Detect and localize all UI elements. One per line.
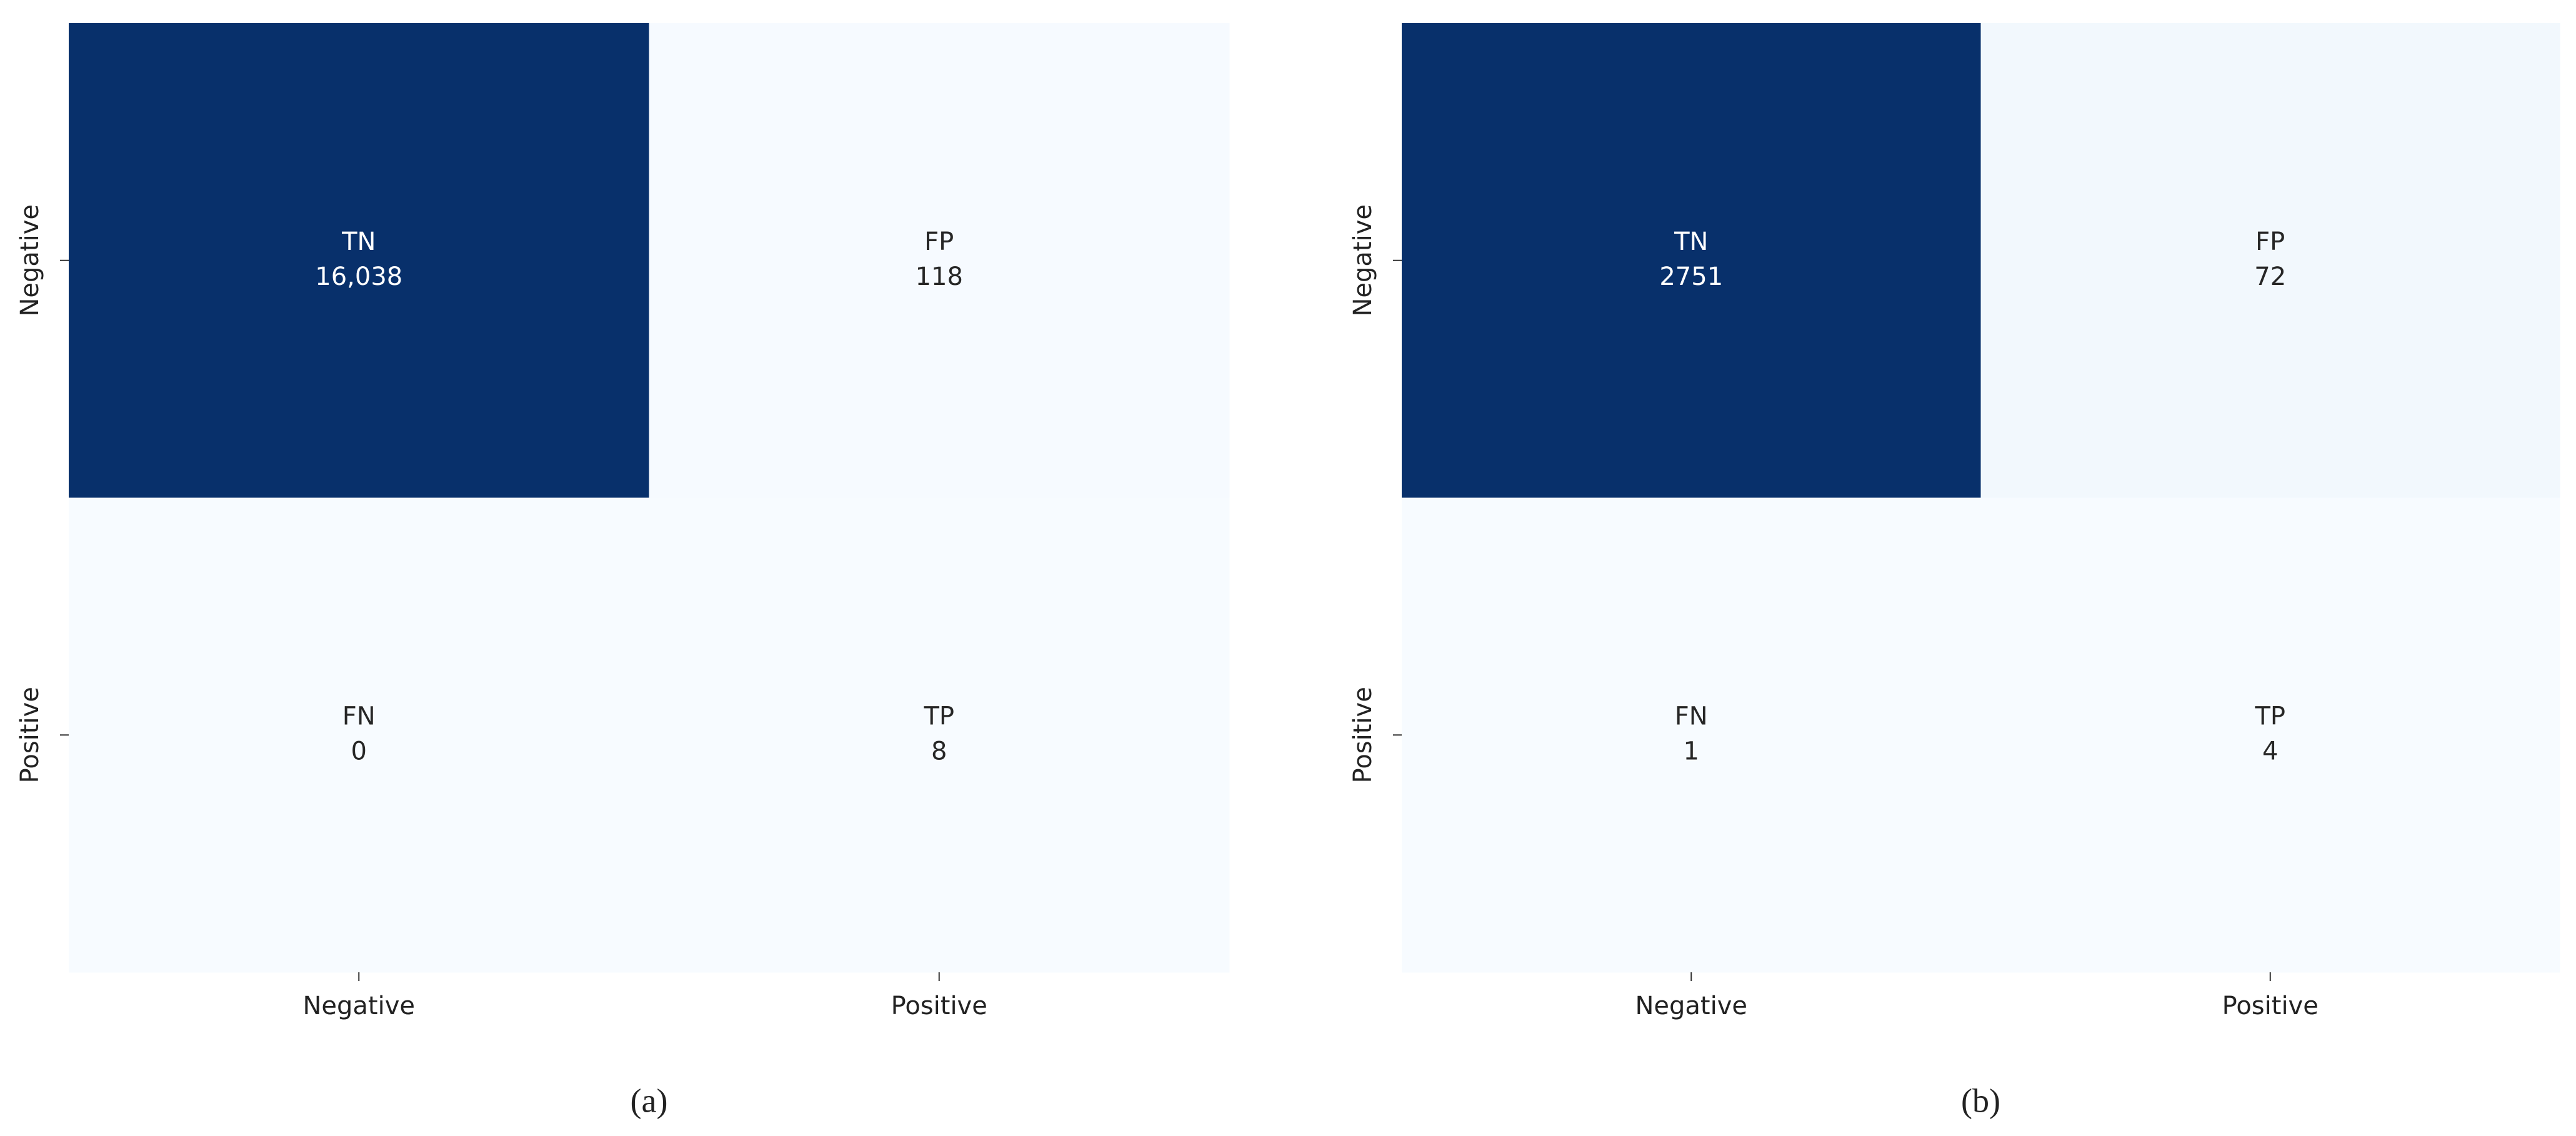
cell-value: 16,038 [315,262,402,291]
heatmap-cell [649,497,1230,973]
y-tick-label: Positive [1349,687,1377,783]
y-tick-label: Negative [16,204,44,317]
y-tick-label: Negative [1349,204,1377,317]
cell-name: FP [2255,227,2285,256]
y-tick-label: Positive [16,687,44,783]
cell-value: 72 [2254,262,2286,291]
x-tick-label: Negative [1635,992,1747,1020]
caption: (a) [631,1082,668,1119]
cell-value: 1 [1684,737,1699,765]
heatmap-cell [69,23,649,498]
cell-value: 4 [2262,737,2278,765]
cell-value: 2751 [1659,262,1723,291]
cell-name: FN [342,702,376,730]
heatmap-cell [1402,23,1981,498]
heatmap-cell [1980,23,2560,498]
caption: (b) [1961,1082,2000,1119]
cell-name: TP [2254,702,2285,730]
cell-value: 8 [931,737,947,765]
x-tick-label: Negative [302,992,415,1020]
cell-value: 118 [916,262,963,291]
cell-value: 0 [351,737,367,765]
cell-name: TN [341,227,376,256]
x-tick-label: Positive [2222,992,2319,1020]
heatmap-cell [1980,497,2560,973]
heatmap-cell [1402,497,1981,973]
x-tick-label: Positive [891,992,987,1020]
cell-name: FP [924,227,954,256]
cell-name: FN [1675,702,1708,730]
heatmap-cell [649,23,1230,498]
heatmap-cell [69,497,649,973]
cell-name: TN [1674,227,1708,256]
cell-name: TP [923,702,954,730]
